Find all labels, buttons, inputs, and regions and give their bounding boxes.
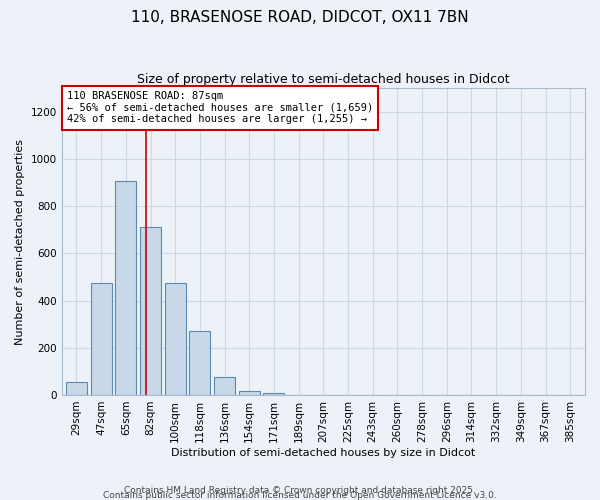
Text: 110, BRASENOSE ROAD, DIDCOT, OX11 7BN: 110, BRASENOSE ROAD, DIDCOT, OX11 7BN xyxy=(131,10,469,25)
Bar xyxy=(214,378,235,395)
Title: Size of property relative to semi-detached houses in Didcot: Size of property relative to semi-detach… xyxy=(137,72,509,86)
Text: 110 BRASENOSE ROAD: 87sqm
← 56% of semi-detached houses are smaller (1,659)
42% : 110 BRASENOSE ROAD: 87sqm ← 56% of semi-… xyxy=(67,91,373,124)
Y-axis label: Number of semi-detached properties: Number of semi-detached properties xyxy=(15,138,25,344)
Bar xyxy=(263,392,284,395)
Bar xyxy=(190,331,211,395)
Bar xyxy=(239,392,260,395)
Bar xyxy=(165,283,186,395)
X-axis label: Distribution of semi-detached houses by size in Didcot: Distribution of semi-detached houses by … xyxy=(171,448,475,458)
Bar xyxy=(66,382,87,395)
Bar xyxy=(115,182,136,395)
Text: Contains public sector information licensed under the Open Government Licence v3: Contains public sector information licen… xyxy=(103,490,497,500)
Bar xyxy=(91,283,112,395)
Text: Contains HM Land Registry data © Crown copyright and database right 2025.: Contains HM Land Registry data © Crown c… xyxy=(124,486,476,495)
Bar xyxy=(140,228,161,395)
